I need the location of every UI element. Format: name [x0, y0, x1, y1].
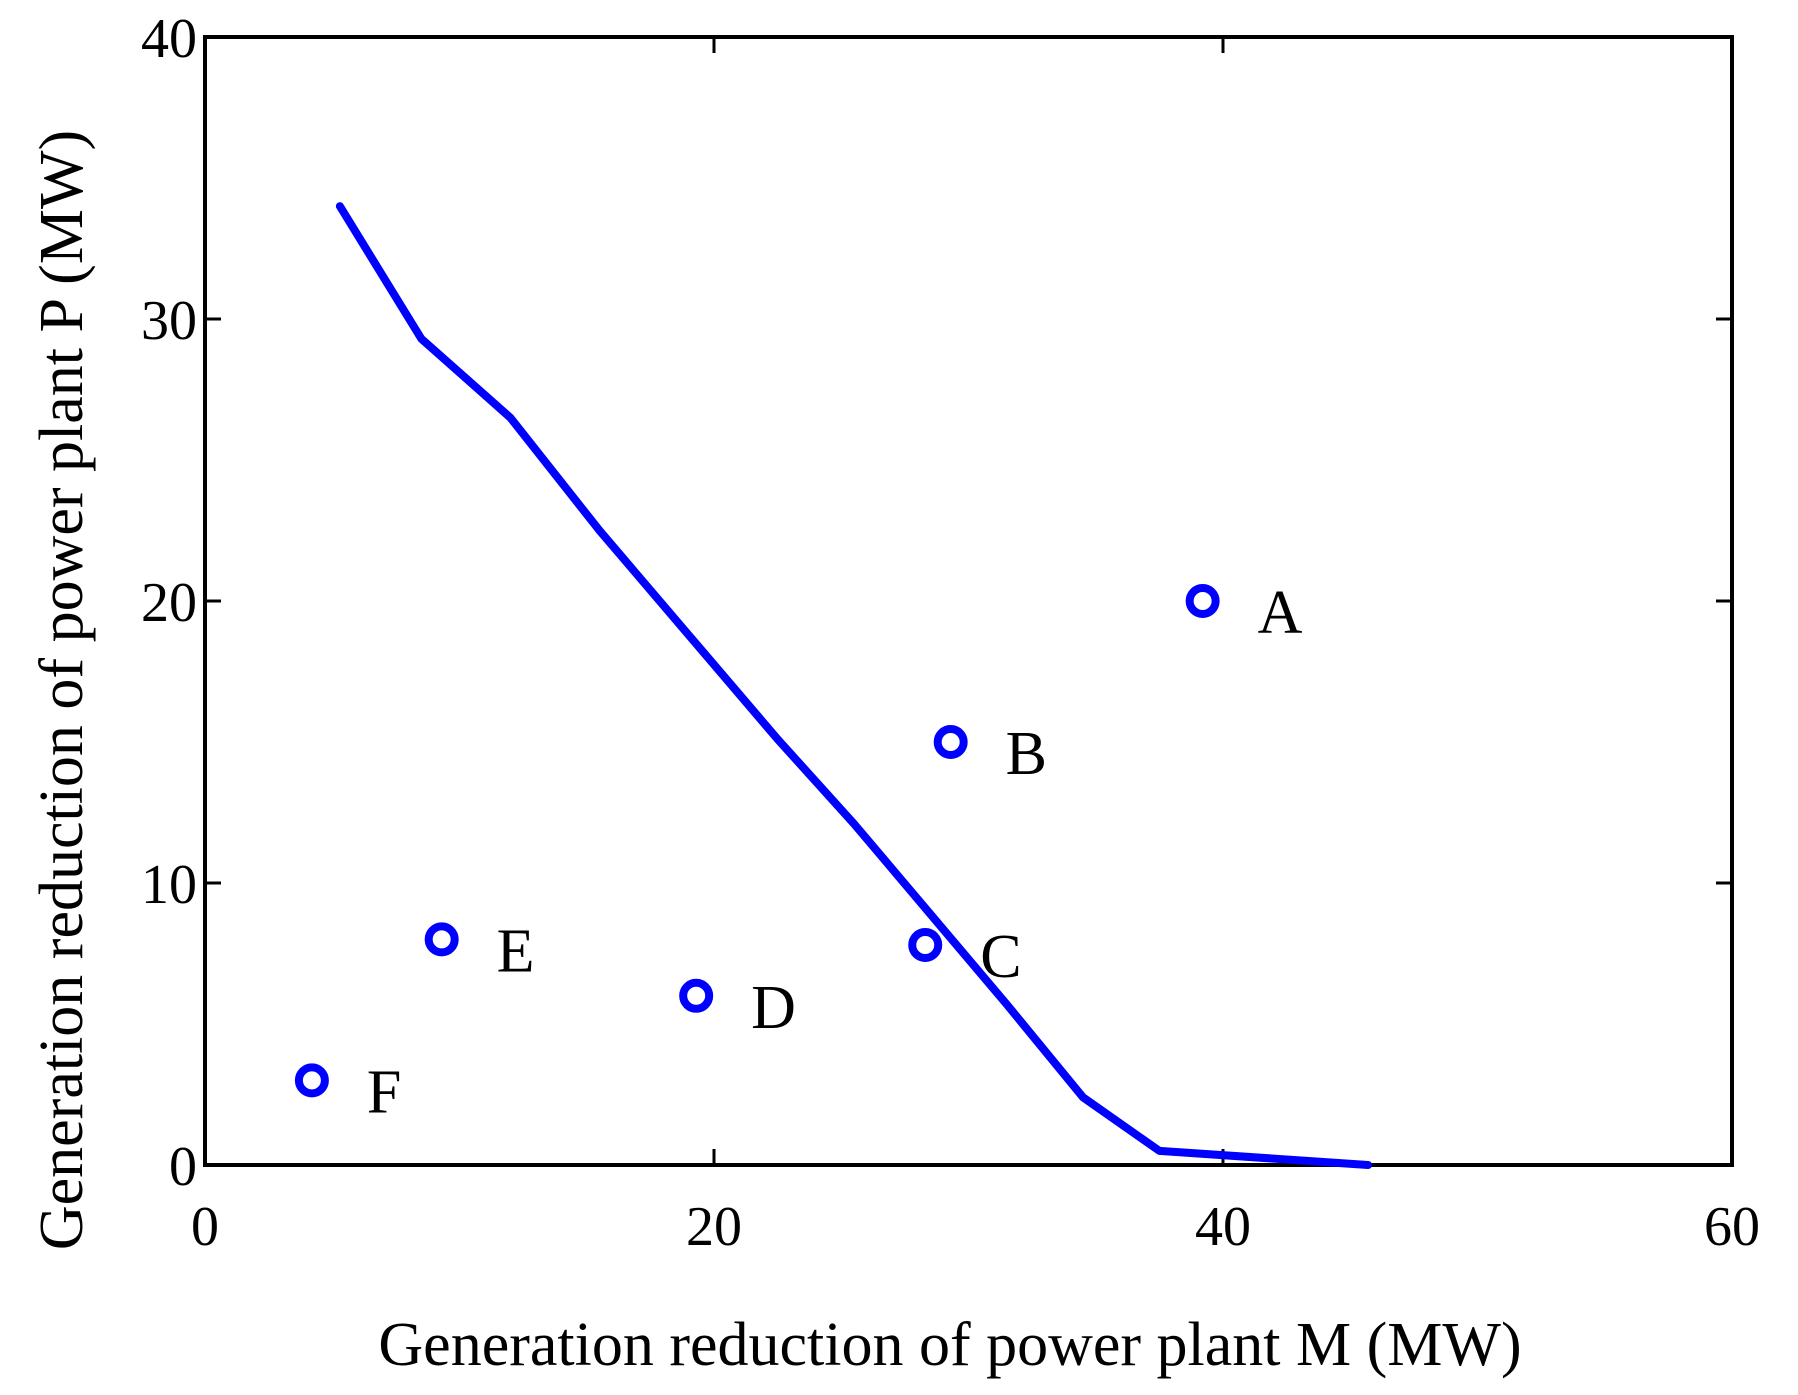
y-axis-label: Generation reduction of power plant P (M… — [28, 130, 96, 1250]
point-label-a: A — [1258, 579, 1303, 647]
x-tick-label: 20 — [686, 1196, 742, 1258]
tick-labels: 0 20 40 60 0 10 20 30 40 — [141, 8, 1760, 1258]
x-tick-label: 60 — [1704, 1196, 1760, 1258]
point-label-b: B — [1006, 720, 1047, 788]
point-label-f: F — [367, 1058, 401, 1126]
axis-ticks — [203, 35, 1734, 1167]
point-label-d: D — [751, 974, 796, 1042]
y-tick-label: 30 — [141, 290, 197, 352]
x-tick-label: 40 — [1195, 1196, 1251, 1258]
point-label-e: E — [497, 917, 535, 985]
point-marker-d — [679, 978, 714, 1013]
y-tick-label: 0 — [169, 1136, 197, 1198]
point-marker-c — [908, 928, 943, 963]
y-tick-label: 10 — [141, 854, 197, 916]
x-tick-label: 0 — [191, 1196, 219, 1258]
y-tick-label: 40 — [141, 8, 197, 70]
point-marker-a — [1185, 584, 1220, 618]
y-tick-label: 20 — [141, 572, 197, 634]
plot-frame — [203, 35, 1734, 1167]
data-points: A B C D E F — [294, 579, 1303, 1126]
point-marker-e — [424, 922, 459, 957]
point-marker-b — [933, 725, 968, 759]
x-axis-label: Generation reduction of power plant M (M… — [378, 1311, 1521, 1379]
point-label-c: C — [980, 923, 1021, 991]
point-marker-f — [294, 1063, 329, 1098]
boundary-line — [335, 202, 1373, 1169]
